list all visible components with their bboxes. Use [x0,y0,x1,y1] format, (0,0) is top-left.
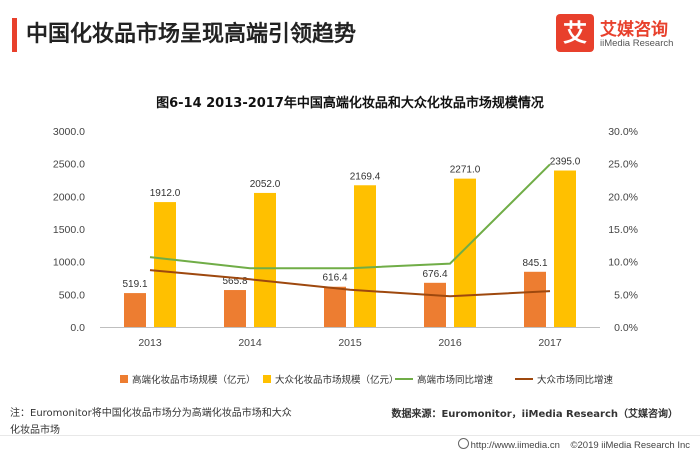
logo-mark-icon: 艾 [556,14,594,52]
chart-canvas: 0.0 500.0 1000.0 1500.0 2000.0 2500.0 3000.0 0.… [53,126,638,386]
footer: http://www.iimedia.cn ©2019 iiMedia Rese… [450,438,690,451]
y-left-tick-label: 0.0 [70,322,85,334]
bar-high-end-2016 [424,282,446,327]
y-left-tick-label: 3000.0 [53,126,85,138]
y-right-tick-label: 5.0% [614,289,638,301]
chart-title: 图6-14 2013-2017年中国高端化妆品和大众化妆品市场规模情况 [156,96,544,111]
bar-mass-2016 [454,178,476,327]
y-right-tick-label: 0.0% [614,322,638,334]
title-accent-bar [12,18,17,52]
footer-copyright: ©2019 iiMedia Research Inc [570,440,690,451]
bar-high-end-2017 [524,271,546,327]
bar-mass-2014 [254,192,276,327]
legend-swatch [120,375,128,383]
bar-data-label: 845.1 [522,258,547,269]
logo-name: 艾媒咨询 [600,20,668,40]
y-right-tick-label: 30.0% [608,126,638,138]
x-tick-label: 2014 [238,337,262,349]
footer-divider [0,435,700,436]
x-tick-label: 2017 [538,337,562,349]
line-series-mass-growth [149,269,551,298]
bar-high-end-2014 [224,290,246,327]
y-left-tick-label: 1000.0 [53,257,85,269]
bar-mass-2017 [554,170,576,327]
x-tick-label: 2016 [438,337,462,349]
legend-swatch [263,375,271,383]
x-tick-label: 2013 [138,337,162,349]
footer-url[interactable]: http://www.iimedia.cn [470,440,560,451]
y-right-tick-label: 15.0% [608,224,638,236]
page-title: 中国化妆品市场呈现高端引领趋势 [26,22,357,47]
legend-label: 大众市场同比增速 [537,374,614,386]
brand-logo: 艾 艾媒咨询 iiMedia Research [556,14,686,54]
bar-high-end-2015 [324,286,346,327]
bar-data-label: 519.1 [122,279,147,290]
bar-data-label: 565.8 [222,276,247,287]
legend-label: 高端市场同比增速 [417,374,494,386]
bar-high-end-2013 [124,293,146,327]
y-right-tick-label: 10.0% [608,257,638,269]
bar-data-label: 2395.0 [550,157,581,168]
bar-mass-2013 [154,202,176,327]
bar-data-label: 616.4 [322,273,347,284]
y-right-tick-label: 20.0% [608,191,638,203]
footnote: 注：Euromonitor将中国化妆品市场分为高端化妆品市场和大众化妆品市场 [10,408,292,436]
y-left-tick-label: 1500.0 [53,224,85,236]
y-right-tick-label: 25.0% [608,159,638,171]
y-left-tick-label: 2500.0 [53,159,85,171]
globe-icon [457,438,469,449]
y-left-tick-label: 2000.0 [53,191,85,203]
legend-label: 高端化妆品市场规模（亿元） [132,374,256,386]
bar-mass-2015 [354,185,376,327]
bar-data-label: 2169.4 [350,171,381,182]
x-tick-label: 2015 [338,337,362,349]
data-source: 数据来源：Euromonitor，iiMedia Research（艾媒咨询） [391,409,678,420]
line-series-high-end-growth [149,163,551,270]
bar-data-label: 2052.0 [250,179,281,190]
bar-data-label: 676.4 [422,269,447,280]
legend-label: 大众化妆品市场规模（亿元） [275,374,399,386]
bar-data-label: 2271.0 [450,165,481,176]
bar-data-label: 1912.0 [150,188,181,199]
logo-subtitle: iiMedia Research [600,38,674,49]
y-left-tick-label: 500.0 [59,289,85,301]
